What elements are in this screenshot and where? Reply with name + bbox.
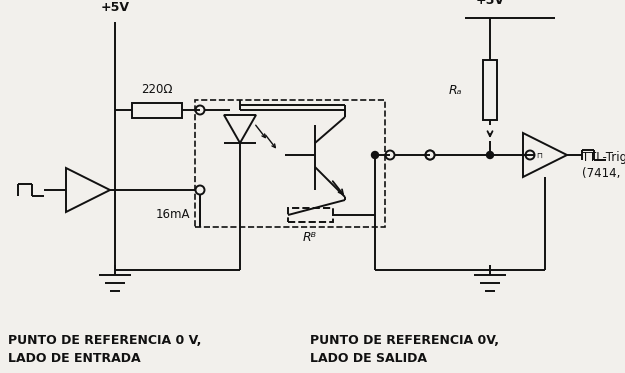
Circle shape — [526, 150, 534, 160]
Circle shape — [386, 150, 394, 160]
Text: TTL-Trigger: TTL-Trigger — [582, 150, 625, 163]
Bar — [195, 100, 385, 227]
Text: PUNTO DE REFERENCIA 0V,: PUNTO DE REFERENCIA 0V, — [310, 333, 499, 347]
Text: LADO DE ENTRADA: LADO DE ENTRADA — [8, 351, 141, 364]
Bar — [288, 208, 332, 222]
Bar — [132, 103, 182, 117]
Text: PUNTO DE REFERENCIA 0 V,: PUNTO DE REFERENCIA 0 V, — [8, 333, 201, 347]
Text: LADO DE SALIDA: LADO DE SALIDA — [310, 351, 427, 364]
Text: +5V: +5V — [101, 1, 129, 14]
Circle shape — [426, 150, 434, 160]
Text: +5V: +5V — [476, 0, 504, 7]
Circle shape — [426, 150, 434, 160]
Circle shape — [196, 185, 204, 194]
Text: 16mA: 16mA — [156, 209, 190, 222]
Circle shape — [371, 151, 379, 159]
Text: Rᴮ: Rᴮ — [303, 231, 317, 244]
Circle shape — [196, 106, 204, 115]
Circle shape — [486, 151, 494, 159]
Bar — [483, 60, 497, 120]
Text: (7414, 7413): (7414, 7413) — [582, 166, 625, 179]
Text: Rₐ: Rₐ — [449, 84, 462, 97]
Text: ⊓: ⊓ — [536, 150, 542, 160]
Text: 220Ω: 220Ω — [141, 83, 172, 96]
